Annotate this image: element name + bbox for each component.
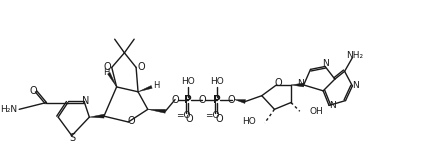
Text: H: H <box>153 81 160 90</box>
Text: N: N <box>82 96 89 106</box>
Text: P: P <box>184 95 191 105</box>
Text: O: O <box>198 95 206 105</box>
Polygon shape <box>291 83 304 87</box>
Text: S: S <box>70 133 76 143</box>
Text: O: O <box>171 95 179 105</box>
Text: HO: HO <box>210 77 224 86</box>
Text: =O: =O <box>175 111 190 120</box>
Polygon shape <box>138 86 152 92</box>
Text: N: N <box>322 59 329 68</box>
Text: H: H <box>103 68 109 77</box>
Polygon shape <box>89 114 104 118</box>
Polygon shape <box>234 100 245 103</box>
Polygon shape <box>148 109 166 113</box>
Text: O: O <box>29 86 37 96</box>
Text: NH₂: NH₂ <box>346 51 363 60</box>
Text: N: N <box>297 79 304 89</box>
Text: N: N <box>330 101 336 110</box>
Text: N: N <box>352 81 359 90</box>
Text: H₂N: H₂N <box>0 105 17 114</box>
Text: OH: OH <box>310 107 323 116</box>
Text: =O: =O <box>205 111 219 120</box>
Text: HO: HO <box>181 77 194 86</box>
Text: O: O <box>137 62 145 72</box>
Text: O: O <box>215 114 223 124</box>
Text: O: O <box>186 114 194 124</box>
Text: HO: HO <box>242 117 256 127</box>
Text: O: O <box>103 62 111 72</box>
Text: P: P <box>214 95 220 105</box>
Text: O: O <box>275 78 282 88</box>
Text: P: P <box>213 95 221 105</box>
Text: P: P <box>185 95 191 105</box>
Polygon shape <box>108 73 117 87</box>
Text: O: O <box>128 116 135 126</box>
Text: O: O <box>228 95 235 105</box>
